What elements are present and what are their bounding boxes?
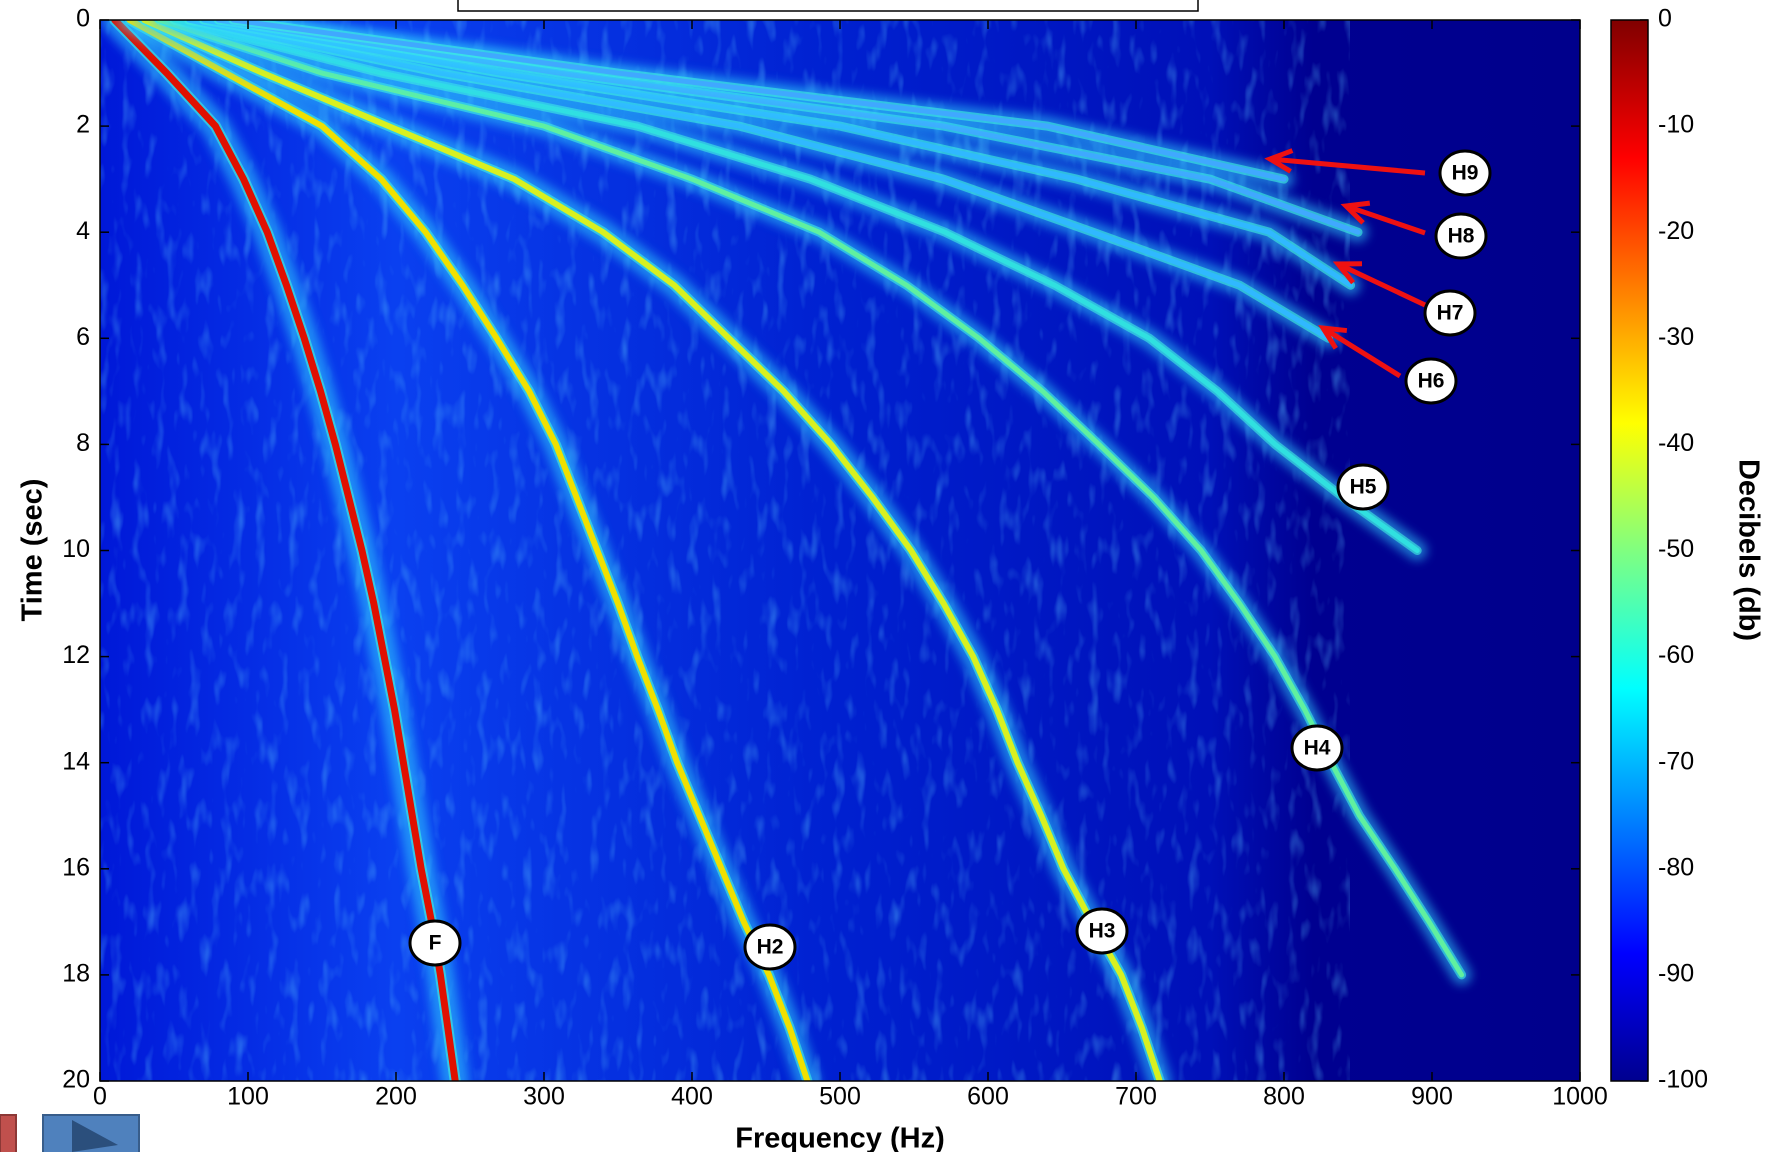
x-tick-label: 400 xyxy=(671,1083,713,1111)
arrow-shaft xyxy=(1321,325,1402,379)
arrow-head xyxy=(1264,148,1294,174)
y-axis-label: Time (sec) xyxy=(17,479,49,622)
y-tick-label: 14 xyxy=(62,747,90,775)
harmonic xyxy=(126,20,811,1081)
arrow-shaft xyxy=(1269,156,1426,176)
x-tick-label: 0 xyxy=(93,1083,107,1111)
badge xyxy=(1075,907,1129,955)
plot-area xyxy=(100,20,1580,1081)
badge xyxy=(1336,463,1390,511)
badge xyxy=(1438,149,1492,197)
badge xyxy=(1423,289,1477,337)
harmonic xyxy=(111,20,459,1081)
badge xyxy=(1290,724,1344,772)
y-tick-label: 0 xyxy=(76,5,90,33)
colorbar-tick-label: -90 xyxy=(1658,960,1694,988)
x-tick-label: 200 xyxy=(375,1083,417,1111)
badge-label: H2 xyxy=(757,936,784,959)
title-box xyxy=(457,0,1199,12)
colorbar-tick-label: -10 xyxy=(1658,111,1694,139)
badge xyxy=(408,919,462,967)
x-tick-label: 900 xyxy=(1411,1083,1453,1111)
colorbar-tick-label: -40 xyxy=(1658,429,1694,457)
colorbar-tick-label: -100 xyxy=(1658,1066,1708,1094)
y-tick-label: 10 xyxy=(62,535,90,563)
x-tick-label: 500 xyxy=(819,1083,861,1111)
harmonic xyxy=(186,20,1331,341)
colorbar-tick-label: -30 xyxy=(1658,323,1694,351)
badge-label: H9 xyxy=(1452,162,1479,185)
harmonic xyxy=(156,20,1465,978)
ticks: 0 100 200 300 400 500 600 700 800 900 100002468101… xyxy=(62,5,1708,1111)
badge-label: H4 xyxy=(1304,737,1331,760)
annotations: F H2 H3 H4 H5 H6 H7 H8 H9 xyxy=(408,148,1492,971)
y-tick-label: 2 xyxy=(76,111,90,139)
colorbar-tick-label: 0 xyxy=(1658,5,1672,33)
badge xyxy=(1434,212,1488,260)
badge-label: H3 xyxy=(1089,920,1116,943)
y-tick-label: 8 xyxy=(76,429,90,457)
colorbar-label: Decibels (db) xyxy=(1732,459,1764,641)
stop-button[interactable] xyxy=(0,1114,17,1156)
arrow-head xyxy=(1332,261,1363,285)
badge-label: H8 xyxy=(1448,225,1475,248)
badge xyxy=(743,923,797,971)
x-tick-label: 300 xyxy=(523,1083,565,1111)
curves xyxy=(100,20,1472,1081)
arrow-head xyxy=(1340,200,1371,225)
colorbar-tick-label: -50 xyxy=(1658,535,1694,563)
harmonic xyxy=(141,20,1163,1081)
y-tick-label: 4 xyxy=(76,217,90,245)
arrow-shaft xyxy=(1336,261,1427,308)
badge-label: H6 xyxy=(1418,370,1445,393)
x-tick-label: 100 xyxy=(227,1083,269,1111)
arrow-shaft xyxy=(1345,203,1426,236)
x-tick-label: 700 xyxy=(1115,1083,1157,1111)
x-tick-label: 800 xyxy=(1263,1083,1305,1111)
y-tick-label: 6 xyxy=(76,323,90,351)
badge-label: H7 xyxy=(1437,302,1464,325)
colorbar-tick-label: -80 xyxy=(1658,853,1694,881)
y-tick-label: 12 xyxy=(62,641,90,669)
y-tick-label: 20 xyxy=(62,1066,90,1094)
play-button[interactable] xyxy=(42,1114,140,1156)
badge-label: F xyxy=(429,932,442,955)
x-tick-label: 1000 xyxy=(1552,1083,1608,1111)
badge-label: H5 xyxy=(1350,476,1377,499)
x-tick-label: 600 xyxy=(967,1083,1009,1111)
colorbar xyxy=(1610,19,1649,1082)
y-tick-label: 18 xyxy=(62,960,90,988)
harmonic xyxy=(230,20,1287,182)
arrow-head xyxy=(1318,324,1348,350)
harmonic xyxy=(171,20,1420,553)
colorbar-tick-label: -60 xyxy=(1658,641,1694,669)
play-icon[interactable] xyxy=(72,1120,118,1152)
badge xyxy=(1404,357,1458,405)
colorbar-tick-label: -70 xyxy=(1658,747,1694,775)
y-tick-label: 16 xyxy=(62,853,90,881)
colorbar-tick-label: -20 xyxy=(1658,217,1694,245)
x-axis-label: Frequency (Hz) xyxy=(735,1123,944,1152)
